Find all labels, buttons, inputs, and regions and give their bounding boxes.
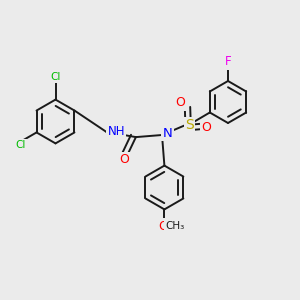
Text: F: F	[225, 55, 231, 68]
Text: Cl: Cl	[16, 140, 26, 150]
Text: O: O	[120, 153, 129, 166]
Text: O: O	[176, 96, 185, 110]
Text: N: N	[163, 127, 172, 140]
Text: S: S	[185, 118, 194, 132]
Text: NH: NH	[107, 124, 125, 138]
Text: CH₃: CH₃	[165, 221, 184, 231]
Text: O: O	[202, 121, 211, 134]
Text: O: O	[158, 220, 168, 233]
Text: Cl: Cl	[50, 72, 61, 82]
